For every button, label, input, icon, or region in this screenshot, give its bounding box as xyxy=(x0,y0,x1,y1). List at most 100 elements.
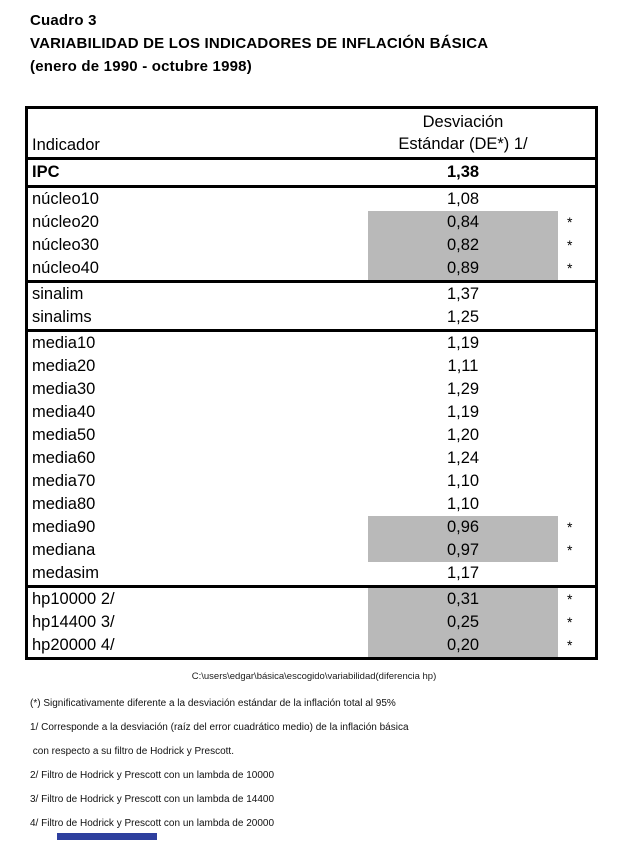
indicator-cell: hp20000 4/ xyxy=(32,636,115,654)
indicator-cell: media60 xyxy=(32,449,96,467)
column-header-desviacion-line1: Desviación xyxy=(422,113,504,131)
value-cell: 0,96 xyxy=(368,516,558,539)
significance-star xyxy=(558,401,595,424)
indicator-cell: sinalims xyxy=(32,308,92,326)
significance-star xyxy=(558,562,595,585)
indicator-cell: media90 xyxy=(32,518,96,536)
table-row: sinalim 1,37 xyxy=(28,283,595,306)
footnote: (*) Significativamente diferente a la de… xyxy=(30,698,396,709)
indicator-cell: sinalim xyxy=(32,285,84,303)
row-group: hp10000 2/0,31 * hp14400 3/0,25 * hp20000 4/… xyxy=(28,585,595,657)
significance-star xyxy=(558,447,595,470)
significance-star xyxy=(558,493,595,516)
significance-star: * xyxy=(567,614,573,630)
significance-star xyxy=(558,355,595,378)
indicator-cell: media80 xyxy=(32,495,96,513)
table-row: sinalims 1,25 xyxy=(28,306,595,329)
table-header-row: Indicador Desviación Estándar (DE*) 1/ xyxy=(28,109,595,160)
indicator-cell: núcleo10 xyxy=(32,190,99,208)
row-group: media10 1,19 media20 1,11 media30 1,29 media40… xyxy=(28,329,595,585)
indicator-cell: mediana xyxy=(32,541,96,559)
significance-star xyxy=(558,424,595,447)
table-row: IPC 1,38 xyxy=(28,160,595,185)
table-row: núcleo20 0,84 * xyxy=(28,211,595,234)
bottom-blue-bar xyxy=(57,833,157,840)
row-group: sinalim 1,37 sinalims 1,25 xyxy=(28,280,595,329)
column-header-indicador: Indicador xyxy=(32,136,100,154)
value-cell: 1,08 xyxy=(446,190,480,208)
value-cell: 1,37 xyxy=(446,285,480,303)
table-row: medasim 1,17 xyxy=(28,562,595,585)
indicator-cell: media50 xyxy=(32,426,96,444)
value-cell: 1,19 xyxy=(446,334,480,352)
significance-star xyxy=(558,332,595,355)
table-row: media30 1,29 xyxy=(28,378,595,401)
table-row: media50 1,20 xyxy=(28,424,595,447)
value-cell: 1,29 xyxy=(446,380,480,398)
table-row: media10 1,19 xyxy=(28,332,595,355)
table-row: núcleo30 0,82 * xyxy=(28,234,595,257)
value-cell: 0,25 xyxy=(368,611,558,634)
significance-star: * xyxy=(567,214,573,230)
footnote: 1/ Corresponde a la desviación (raíz del… xyxy=(30,722,409,733)
column-header-desviacion-line2: Estándar (DE*) 1/ xyxy=(398,135,528,153)
indicator-cell: núcleo30 xyxy=(32,236,99,254)
indicators-table: Indicador Desviación Estándar (DE*) 1/ I… xyxy=(25,106,598,660)
significance-star xyxy=(558,283,595,306)
table-body: IPC 1,38 núcleo10 1,08 núcleo20 0,84 * núcleo30… xyxy=(28,160,595,657)
value-cell: 0,89 xyxy=(368,257,558,280)
file-path-caption: C:\users\edgar\básica\escogido\variabili… xyxy=(191,671,437,682)
table-number: Cuadro 3 xyxy=(30,12,97,29)
value-cell: 1,11 xyxy=(447,357,479,375)
indicator-cell: media30 xyxy=(32,380,96,398)
value-cell: 0,82 xyxy=(368,234,558,257)
value-cell: 0,20 xyxy=(368,634,558,657)
indicator-cell: media10 xyxy=(32,334,96,352)
footnote: con respecto a su filtro de Hodrick y Pr… xyxy=(30,746,234,757)
table-row: media70 1,10 xyxy=(28,470,595,493)
table-row: núcleo40 0,89 * xyxy=(28,257,595,280)
indicator-cell: hp14400 3/ xyxy=(32,613,115,631)
table-row: media60 1,24 xyxy=(28,447,595,470)
indicator-cell: hp10000 2/ xyxy=(32,590,115,608)
row-group: IPC 1,38 xyxy=(28,160,595,185)
value-cell: 1,24 xyxy=(446,449,480,467)
significance-star xyxy=(558,470,595,493)
significance-star xyxy=(558,306,595,329)
column-header-desviacion: Desviación Estándar (DE*) 1/ xyxy=(368,109,558,157)
indicator-cell: media40 xyxy=(32,403,96,421)
significance-star: * xyxy=(567,542,573,558)
significance-star xyxy=(558,378,595,401)
indicator-cell: IPC xyxy=(32,163,60,181)
document-title: VARIABILIDAD DE LOS INDICADORES DE INFLA… xyxy=(30,35,489,52)
column-header-star-spacer xyxy=(558,109,595,157)
value-cell: 1,10 xyxy=(446,472,480,490)
footnotes: (*) Significativamente diferente a la de… xyxy=(30,698,628,829)
document-heading: Cuadro 3 VARIABILIDAD DE LOS INDICADORES… xyxy=(0,0,628,78)
indicator-cell: núcleo40 xyxy=(32,259,99,277)
significance-star: * xyxy=(567,591,573,607)
table-row: núcleo10 1,08 xyxy=(28,188,595,211)
significance-star xyxy=(558,160,595,185)
significance-star: * xyxy=(567,260,573,276)
table-row: media20 1,11 xyxy=(28,355,595,378)
value-cell: 0,84 xyxy=(368,211,558,234)
significance-star: * xyxy=(567,637,573,653)
indicator-cell: media20 xyxy=(32,357,96,375)
value-cell: 1,38 xyxy=(446,163,480,181)
footnote: 4/ Filtro de Hodrick y Prescott con un l… xyxy=(30,818,275,829)
value-cell: 1,25 xyxy=(446,308,480,326)
row-group: núcleo10 1,08 núcleo20 0,84 * núcleo30 0,82 * nú… xyxy=(28,185,595,280)
value-cell: 1,17 xyxy=(446,564,480,582)
document-subtitle: (enero de 1990 - octubre 1998) xyxy=(30,58,252,75)
table-row: hp14400 3/0,25 * xyxy=(28,611,595,634)
significance-star xyxy=(558,188,595,211)
indicator-cell: media70 xyxy=(32,472,96,490)
value-cell: 0,97 xyxy=(368,539,558,562)
indicator-cell: núcleo20 xyxy=(32,213,99,231)
value-cell: 1,20 xyxy=(446,426,480,444)
table-row: media40 1,19 xyxy=(28,401,595,424)
value-cell: 1,19 xyxy=(446,403,480,421)
value-cell: 1,10 xyxy=(446,495,480,513)
indicator-cell: medasim xyxy=(32,564,99,582)
